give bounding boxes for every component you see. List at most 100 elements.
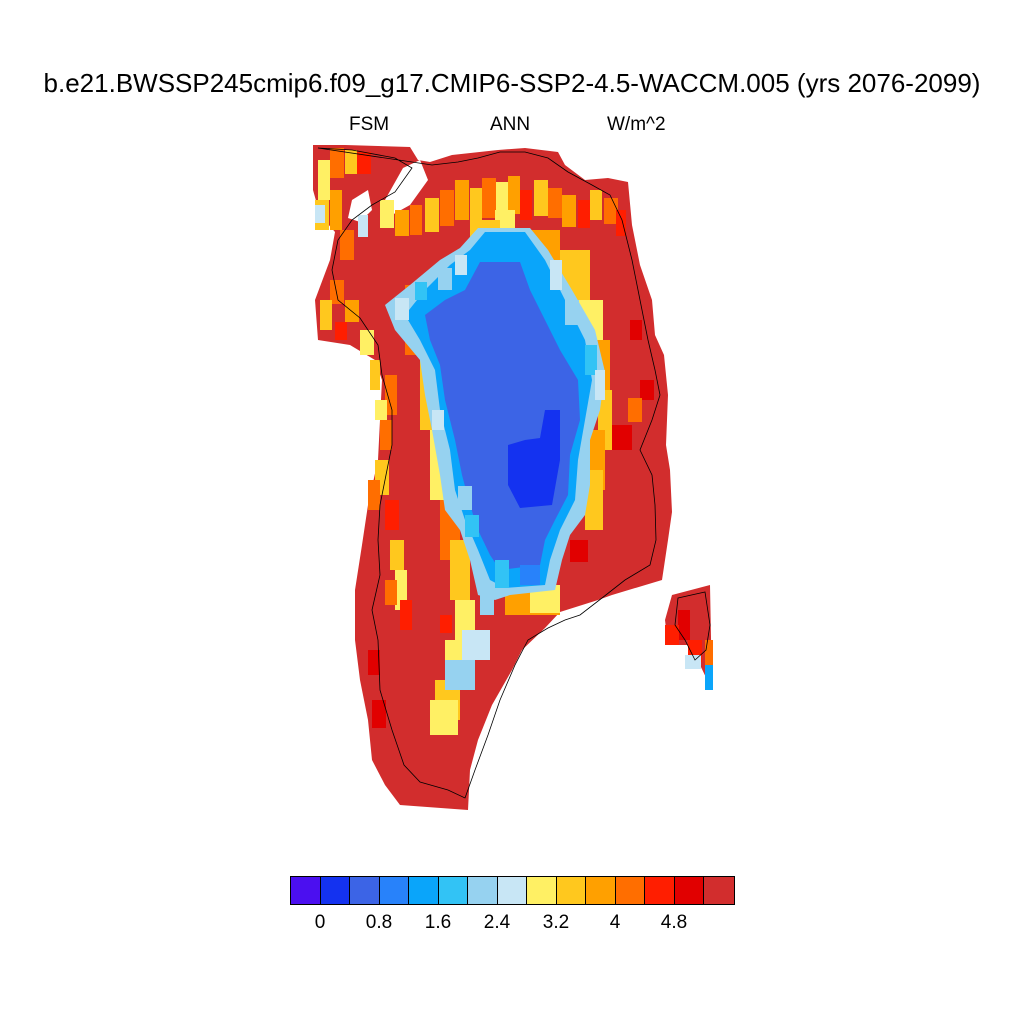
map-grid-cell xyxy=(678,610,690,640)
map-grid-cell xyxy=(455,180,469,220)
map-grid-cell xyxy=(440,190,454,226)
map-field-layer xyxy=(313,145,713,810)
colorbar-swatch xyxy=(645,877,675,904)
colorbar-swatch xyxy=(615,877,645,904)
colorbar-swatch xyxy=(556,877,586,904)
coastline-layer xyxy=(317,147,711,799)
map-grid-cell xyxy=(548,188,562,218)
map-grid-cell xyxy=(320,300,332,330)
coastline xyxy=(317,147,661,799)
map-grid-cell xyxy=(432,410,444,430)
map-grid-cell xyxy=(368,650,380,675)
map-grid-cell xyxy=(330,280,344,304)
map-grid-cell xyxy=(630,320,642,340)
map-grid-cell xyxy=(370,360,380,390)
colorbar-tick-label: 3.2 xyxy=(542,912,570,933)
colorbar-swatch xyxy=(291,877,321,904)
map-grid-cell xyxy=(358,215,368,237)
map-grid-cell xyxy=(534,180,548,216)
colorbar-swatch xyxy=(409,877,439,904)
map-grid-cell xyxy=(616,210,626,236)
map-grid-cell xyxy=(315,205,325,223)
map-grid-cell xyxy=(482,178,496,218)
map-grid-cell xyxy=(385,375,397,415)
map-grid-cell xyxy=(395,298,409,320)
map-grid-cell xyxy=(375,400,387,420)
colorbar-swatch xyxy=(350,877,380,904)
colorbar-swatch xyxy=(527,877,557,904)
map-grid-cell xyxy=(705,640,713,665)
map-gap xyxy=(348,190,372,222)
map-grid-cell xyxy=(640,380,654,400)
colorbar-tick-label: 2.4 xyxy=(483,912,511,933)
map-grid-cell xyxy=(470,188,482,222)
map-grid-cell xyxy=(562,195,576,227)
map-grid-cell xyxy=(565,300,579,325)
map-grid-cell xyxy=(368,480,380,510)
map-grid-cell xyxy=(438,268,452,290)
map-grid-cell xyxy=(340,230,354,260)
map-grid-cell xyxy=(520,565,540,585)
map-grid-cell xyxy=(385,580,397,605)
colorbar-tick-label: 0 xyxy=(314,912,326,933)
colorbar-swatch xyxy=(438,877,468,904)
ice-sheet-max xyxy=(508,410,560,508)
map-grid-cell xyxy=(385,500,399,530)
map-grid-cell xyxy=(508,176,520,214)
island-coastline xyxy=(674,591,711,661)
colorbar-swatch xyxy=(704,877,734,904)
map-grid-cell xyxy=(570,540,588,562)
map-grid-cell xyxy=(372,700,386,728)
colorbar xyxy=(290,876,735,905)
map-grid-cell xyxy=(612,425,632,450)
colorbar-swatch xyxy=(674,877,704,904)
map-grid-cell xyxy=(550,260,562,290)
map-grid-cell xyxy=(465,515,479,537)
map-grid-cell xyxy=(458,486,472,510)
map-grid-cell xyxy=(345,150,357,174)
map-grid-cell xyxy=(410,205,422,235)
colorbar-swatch xyxy=(320,877,350,904)
map-grid-cell xyxy=(495,560,509,588)
colorbar-tick-label: 0.8 xyxy=(365,912,393,933)
map-grid-cell xyxy=(330,148,344,178)
colorbar-swatch xyxy=(497,877,527,904)
colorbar-swatch xyxy=(379,877,409,904)
variable-label: FSM xyxy=(349,114,390,135)
season-label: ANN xyxy=(490,114,531,135)
colorbar-swatch xyxy=(586,877,616,904)
map-grid-cell xyxy=(595,370,605,400)
units-label: W/m^2 xyxy=(607,114,666,135)
map-grid-cell xyxy=(480,590,494,615)
map-grid-cell xyxy=(450,540,470,600)
map-grid-cell xyxy=(705,665,713,690)
map-grid-cell xyxy=(520,190,532,220)
map-grid-cell xyxy=(330,190,342,230)
map-grid-cell xyxy=(425,198,439,232)
map-grid-cell xyxy=(585,345,597,375)
map-grid-cell xyxy=(628,398,642,422)
colorbar-tick-label: 4.8 xyxy=(660,912,688,933)
map-grid-cell xyxy=(415,282,427,300)
map-grid-cell xyxy=(400,600,412,630)
map-grid-cell xyxy=(455,255,467,275)
map-grid-cell xyxy=(390,540,404,570)
map-grid-cell xyxy=(430,700,458,735)
map-grid-cell xyxy=(445,660,475,690)
map-grid-cell xyxy=(318,160,330,200)
map-grid-cell xyxy=(380,200,394,228)
map-grid-cell xyxy=(578,200,590,228)
map-grid-cell xyxy=(665,625,679,645)
colorbar-tick-label: 4 xyxy=(609,912,621,933)
map-grid-cell xyxy=(335,322,347,340)
map-grid-cell xyxy=(440,615,452,633)
map-grid-cell xyxy=(395,210,409,236)
colorbar-tick-label: 1.6 xyxy=(424,912,452,933)
map-gap xyxy=(385,160,428,215)
map-grid-cell xyxy=(462,630,490,660)
map-grid-cell xyxy=(357,152,371,174)
map-grid-cell xyxy=(590,190,602,220)
plot-title: b.e21.BWSSP245cmip6.f09_g17.CMIP6-SSP2-4… xyxy=(43,68,981,98)
map-grid-cell xyxy=(604,198,618,224)
